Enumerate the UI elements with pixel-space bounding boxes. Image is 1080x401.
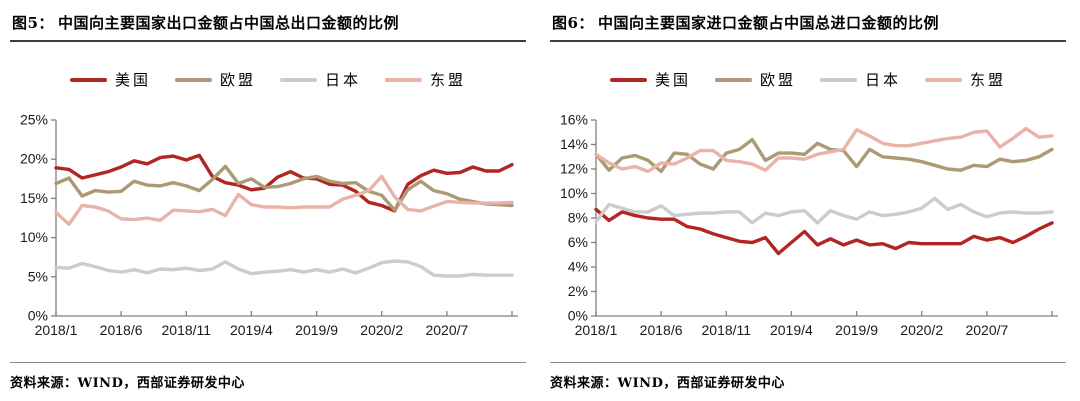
legend-label: 欧盟	[759, 71, 796, 89]
source-note: 资料来源：WIND，西部证券研发中心	[10, 376, 245, 391]
legend-item: 欧盟	[714, 69, 796, 90]
legend-line-swatch	[69, 77, 107, 82]
x-tick-label: 2018/1	[575, 322, 618, 338]
source-note: 资料来源：WIND，西部证券研发中心	[550, 376, 785, 391]
y-tick-label: 4%	[568, 259, 588, 275]
source-divider	[550, 362, 1066, 363]
legend-label: 欧盟	[219, 71, 256, 89]
figure-number: 图6：	[552, 14, 594, 32]
y-tick-label: 20%	[20, 151, 48, 167]
legend-item: 日本	[280, 69, 361, 90]
x-tick-label: 2018/11	[162, 322, 212, 338]
export-share-line-chart: 0% 5% 10% 15% 20% 25% 2018/1 2018/6 2018/11 2019/…	[20, 112, 518, 338]
y-tick-label: 10%	[20, 229, 48, 245]
export-share-panel: 图5： 中国向主要国家出口金额占中国总出口金额的比例 美国 欧盟 日本 东盟 0% 5%…	[10, 8, 526, 401]
y-tick-label: 14%	[560, 136, 588, 152]
import-share-line-chart: 0% 2% 4% 6% 8% 10% 12% 14% 16% 2018/1 2018/6 2018/1…	[560, 112, 1058, 338]
x-tick-label: 2020/2	[900, 322, 943, 338]
y-tick-label: 6%	[568, 234, 588, 250]
figure-title-export: 图5： 中国向主要国家出口金额占中国总出口金额的比例	[10, 8, 526, 40]
legend-line-swatch	[280, 77, 317, 82]
y-tick-label: 8%	[568, 210, 588, 226]
legend-item: 东盟	[385, 69, 466, 90]
legend-item: 美国	[69, 69, 151, 90]
series-line-0	[54, 153, 514, 213]
x-tick-label: 2020/2	[360, 322, 403, 338]
legend-line-swatch	[609, 77, 647, 82]
title-divider	[550, 40, 1066, 42]
legend-item: 美国	[609, 69, 691, 90]
legend-label: 日本	[325, 71, 362, 89]
x-tick-label: 2019/4	[230, 322, 273, 338]
y-tick-label: 0%	[28, 308, 48, 324]
legend-line-swatch	[820, 77, 857, 82]
x-tick-label: 2018/6	[640, 322, 683, 338]
x-tick-label: 2018/1	[35, 322, 78, 338]
legend-line-swatch	[385, 77, 423, 82]
figure-title-text: 中国向主要国家进口金额占中国总进口金额的比例	[597, 14, 939, 32]
legend-label: 东盟	[970, 71, 1007, 89]
x-tick-label: 2018/6	[100, 322, 143, 338]
legend-label: 日本	[865, 71, 902, 89]
y-tick-label: 2%	[568, 283, 588, 299]
chart-legend-export: 美国 欧盟 日本 东盟	[10, 69, 526, 90]
x-tick-label: 2018/11	[702, 322, 752, 338]
chart-legend-import: 美国 欧盟 日本 东盟	[550, 69, 1066, 90]
x-tick-label: 2020/7	[965, 322, 1008, 338]
x-tick-label: 2019/9	[835, 322, 878, 338]
source-divider	[10, 362, 526, 363]
series-line-0	[594, 207, 1054, 256]
series-line-1	[54, 164, 514, 212]
y-tick-label: 15%	[20, 190, 48, 206]
y-tick-label: 12%	[560, 161, 588, 177]
series-line-1	[594, 137, 1054, 174]
x-tick-label: 2020/7	[425, 322, 468, 338]
import-share-panel: 图6： 中国向主要国家进口金额占中国总进口金额的比例 美国 欧盟 日本 东盟 0% 2%…	[540, 0, 1080, 401]
y-tick-label: 25%	[20, 112, 48, 128]
legend-line-swatch	[925, 77, 963, 82]
legend-label: 美国	[654, 71, 691, 89]
series-line-3	[594, 126, 1054, 174]
legend-item: 欧盟	[174, 69, 256, 90]
source-row: 资料来源：WIND，西部证券研发中心	[550, 362, 1066, 401]
series-line-2	[54, 259, 514, 278]
y-tick-label: 5%	[28, 268, 48, 284]
legend-line-swatch	[174, 77, 212, 82]
legend-line-swatch	[714, 77, 752, 82]
legend-item: 日本	[820, 69, 901, 90]
figure-title-import: 图6： 中国向主要国家进口金额占中国总进口金额的比例	[550, 8, 1066, 40]
y-tick-label: 10%	[560, 185, 588, 201]
y-tick-label: 0%	[568, 308, 588, 324]
figure-number: 图5：	[12, 14, 54, 32]
legend-label: 美国	[114, 71, 151, 89]
series-line-2	[594, 196, 1054, 225]
source-row: 资料来源：WIND，西部证券研发中心	[10, 362, 526, 401]
legend-label: 东盟	[430, 71, 467, 89]
series-line-3	[54, 174, 514, 227]
legend-item: 东盟	[925, 69, 1006, 90]
figure-title-text: 中国向主要国家出口金额占中国总出口金额的比例	[57, 14, 399, 32]
y-tick-label: 16%	[560, 112, 588, 128]
x-tick-label: 2019/4	[770, 322, 813, 338]
title-divider	[10, 40, 526, 42]
x-tick-label: 2019/9	[295, 322, 338, 338]
